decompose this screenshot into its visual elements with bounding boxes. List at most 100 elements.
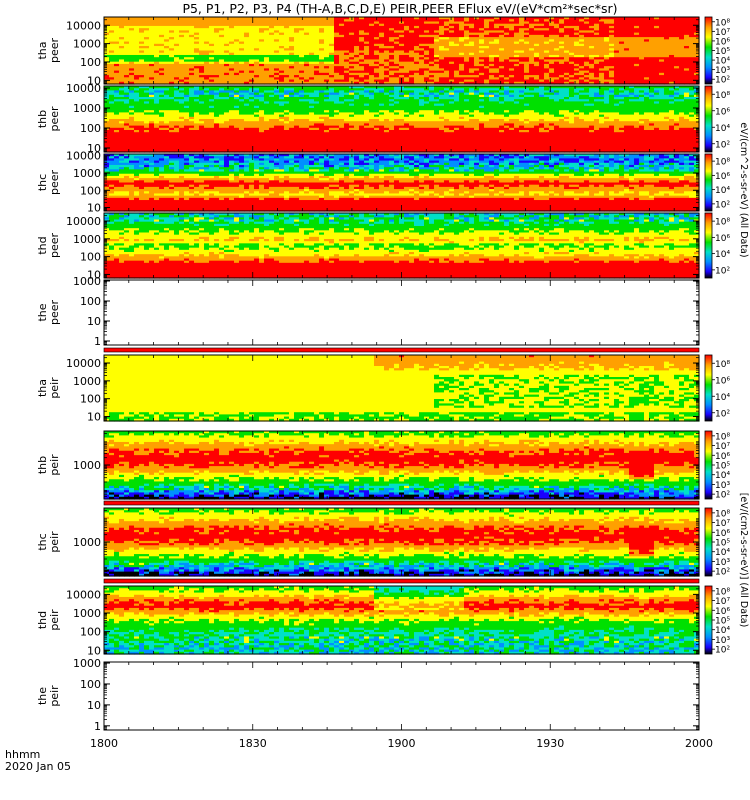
spectrogram-cell bbox=[569, 39, 575, 43]
spectrogram-cell bbox=[434, 46, 440, 49]
spectrogram-cell bbox=[469, 63, 475, 67]
spectrogram-cell bbox=[579, 50, 585, 54]
spectrogram-cell bbox=[329, 52, 335, 56]
spectrogram-cell bbox=[274, 30, 280, 34]
spectrogram-cell bbox=[104, 68, 110, 72]
spectrogram-cell bbox=[549, 17, 555, 20]
spectrogram-cell bbox=[184, 17, 190, 20]
spectrogram-cell bbox=[484, 77, 490, 81]
spectrogram-cell bbox=[459, 81, 465, 85]
spectrogram-cell bbox=[314, 54, 320, 58]
spectrogram-cell bbox=[239, 77, 245, 81]
spectrogram-cell bbox=[214, 77, 220, 81]
spectrogram-cell bbox=[169, 52, 175, 56]
spectrogram-cell bbox=[254, 54, 260, 58]
spectrogram-cell bbox=[204, 37, 210, 40]
spectrogram-cell bbox=[429, 19, 435, 23]
spectrogram-cell bbox=[299, 77, 305, 81]
y-tick-label: 1000 bbox=[73, 38, 101, 51]
spectrogram-cell bbox=[404, 30, 410, 34]
spectrogram-cell bbox=[414, 75, 420, 78]
spectrogram-cell bbox=[359, 46, 365, 49]
spectrogram-cell bbox=[319, 63, 325, 67]
spectrogram-cell bbox=[529, 63, 535, 67]
spectrogram-cell bbox=[479, 63, 485, 67]
spectrogram-cell bbox=[204, 79, 210, 83]
spectrogram-cell bbox=[424, 81, 430, 85]
spectrogram-cell bbox=[479, 81, 485, 85]
spectrogram-cell bbox=[254, 39, 260, 43]
spectrogram-cell bbox=[549, 77, 555, 81]
spectrogram-cell bbox=[114, 59, 120, 63]
spectrogram-cell bbox=[184, 37, 190, 40]
spectrogram-cell bbox=[464, 81, 470, 85]
spectrogram-cell bbox=[519, 54, 525, 58]
spectrogram-cell bbox=[154, 23, 160, 27]
spectrogram-cell bbox=[184, 48, 190, 52]
spectrogram-cell bbox=[414, 28, 420, 31]
spectrogram-cell bbox=[499, 21, 505, 25]
spectrogram-cell bbox=[544, 61, 550, 65]
spectrogram-cell bbox=[199, 43, 205, 47]
spectrogram-cell bbox=[314, 28, 320, 31]
spectrogram-cell bbox=[289, 61, 295, 65]
spectrogram-cell bbox=[504, 77, 510, 81]
spectrogram-cell bbox=[284, 79, 290, 83]
spectrogram-cell bbox=[269, 48, 275, 52]
spectrogram-cell bbox=[154, 79, 160, 83]
spectrogram-cell bbox=[314, 77, 320, 81]
spectrogram-cell bbox=[329, 72, 335, 76]
spectrogram-cell bbox=[264, 28, 270, 31]
spectrogram-cell bbox=[354, 23, 360, 27]
spectrogram-cell bbox=[284, 21, 290, 25]
spectrogram-cell bbox=[524, 41, 530, 45]
spectrogram-cell bbox=[194, 41, 200, 45]
spectrogram-cell bbox=[559, 48, 565, 52]
spectrogram-cell bbox=[139, 43, 145, 47]
spectrogram-cell bbox=[419, 28, 425, 31]
spectrogram-cell bbox=[109, 54, 115, 58]
spectrogram-cell bbox=[564, 41, 570, 45]
spectrogram-cell bbox=[434, 21, 440, 25]
spectrogram-cell bbox=[374, 25, 380, 29]
spectrogram-cell bbox=[464, 54, 470, 58]
spectrogram-cell bbox=[229, 50, 235, 54]
spectrogram-cell bbox=[374, 28, 380, 31]
spectrogram-cell bbox=[274, 21, 280, 25]
spectrogram-cell bbox=[269, 75, 275, 78]
spectrogram-cell bbox=[554, 59, 560, 63]
spectrogram-cell bbox=[554, 30, 560, 34]
spectrogram-cell bbox=[379, 25, 385, 29]
spectrogram-cell bbox=[359, 37, 365, 40]
spectrogram-cell bbox=[194, 48, 200, 52]
spectrogram-cell bbox=[264, 79, 270, 83]
spectrogram-cell bbox=[179, 59, 185, 63]
spectrogram-cell bbox=[224, 50, 230, 54]
spectrogram-cell bbox=[509, 37, 515, 40]
spectrogram-cell bbox=[179, 28, 185, 31]
spectrogram-cell bbox=[484, 32, 490, 36]
spectrogram-cell bbox=[189, 37, 195, 40]
spectrogram-cell bbox=[519, 66, 525, 69]
spectrogram-cell bbox=[224, 57, 230, 61]
spectrogram-cell bbox=[359, 17, 365, 20]
spectrogram-cell bbox=[219, 79, 225, 83]
spectrogram-cell bbox=[454, 68, 460, 72]
spectrogram-cell bbox=[279, 21, 285, 25]
spectrogram-cell bbox=[254, 34, 260, 38]
spectrogram-cell bbox=[334, 41, 340, 45]
spectrogram-cell bbox=[319, 57, 325, 61]
spectrogram-cell bbox=[199, 81, 205, 85]
spectrogram-cell bbox=[329, 79, 335, 83]
spectrogram-cell bbox=[129, 41, 135, 45]
spectrogram-cell bbox=[384, 63, 390, 67]
spectrogram-cell bbox=[264, 61, 270, 65]
spectrogram-cell bbox=[164, 21, 170, 25]
spectrogram-cell bbox=[164, 28, 170, 31]
spectrogram-cell bbox=[509, 25, 515, 29]
spectrogram-cell bbox=[554, 32, 560, 36]
spectrogram-cell bbox=[194, 70, 200, 74]
spectrogram-cell bbox=[104, 48, 110, 52]
spectrogram-cell bbox=[474, 17, 480, 20]
spectrogram-cell bbox=[174, 28, 180, 31]
